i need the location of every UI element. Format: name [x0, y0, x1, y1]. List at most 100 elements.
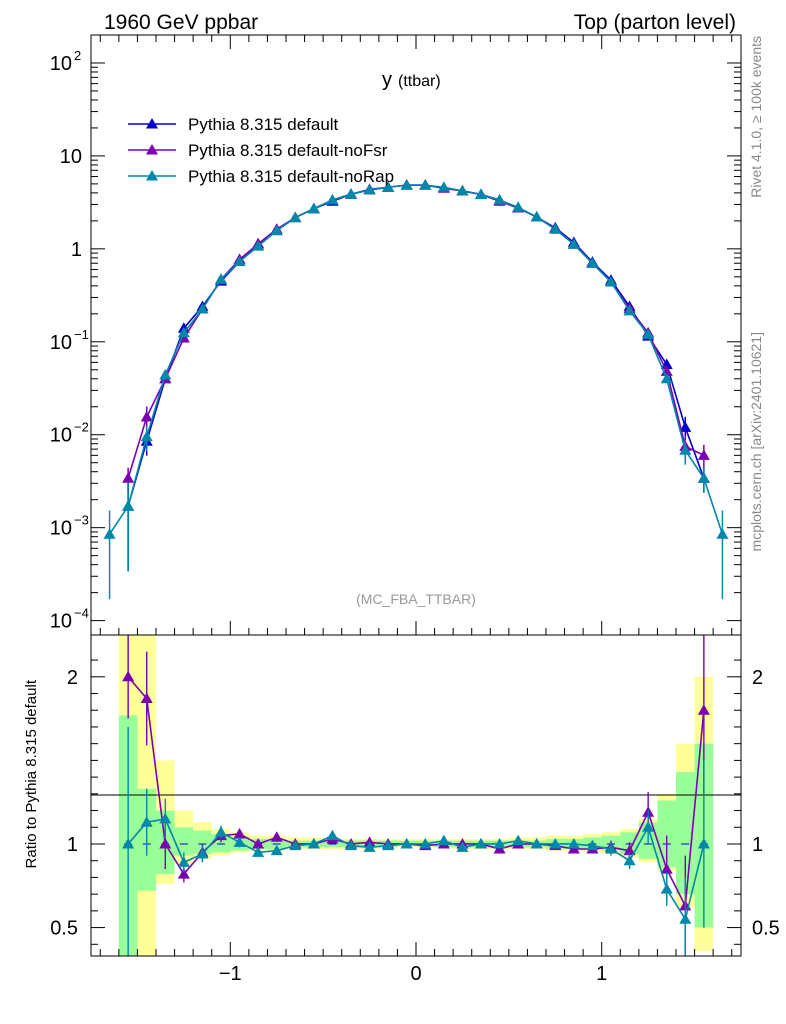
ratio-point-noRap: [623, 854, 636, 866]
ratio-y-tick-label: 1: [67, 834, 78, 856]
main-point-noRap: [289, 211, 302, 223]
main-point-noRap: [567, 238, 580, 249]
ratio-point-noRap: [437, 834, 450, 846]
ratio-point-noRap: [549, 837, 562, 849]
ratio-point-noRap: [196, 848, 209, 859]
ratio-point-noRap: [215, 826, 227, 837]
main-point-noRap: [270, 224, 283, 236]
ratio-point-noRap: [382, 839, 395, 851]
ratio-point-noFsr: [697, 704, 710, 715]
main-point-noRap: [177, 326, 190, 338]
main-point-noFsr: [122, 472, 135, 483]
x-tick-label: 0: [410, 963, 421, 985]
plot-title: y: [382, 69, 392, 91]
ratio-point-noRap: [363, 841, 376, 852]
ratio-y-tick-label-right: 2: [752, 667, 763, 689]
header-right: Top (parton level): [574, 11, 736, 34]
ratio-panel: 0.5 0.5 1 1 2 2 −1 0 1 Ratio to Pythia 8.315 de…: [23, 35, 780, 985]
y-tick-label: 10: [50, 332, 72, 354]
main-point-noRap: [382, 181, 395, 192]
ratio-point-noFsr: [252, 837, 265, 849]
main-point-noRap: [623, 304, 636, 316]
y-tick-exponent: −4: [74, 606, 89, 621]
main-point-noRap: [326, 194, 339, 205]
legend: Pythia 8.315 default Pythia 8.315 default…: [128, 115, 394, 186]
main-point-noRap: [512, 201, 525, 212]
ratio-band-green: [174, 827, 194, 856]
ratio-point-noRap: [140, 816, 153, 827]
ratio-point-noFsr: [270, 831, 283, 842]
ratio-point-noRap: [159, 812, 172, 824]
ratio-point-noFsr: [122, 670, 135, 682]
main-point-noFsr: [140, 411, 153, 422]
ratio-point-noRap: [586, 839, 599, 851]
analysis-watermark: (MC_FBA_TTBAR): [356, 591, 476, 607]
y-tick-exponent: 2: [74, 48, 81, 63]
ratio-point-noRap: [475, 837, 487, 849]
ratio-point-noRap: [400, 837, 413, 849]
header-left: 1960 GeV ppbar: [104, 11, 258, 34]
ratio-point-noRap: [270, 844, 283, 856]
main-point-noRap: [233, 255, 246, 267]
legend-marker: [146, 118, 158, 129]
ratio-y-axis-label: Ratio to Pythia 8.315 default: [23, 679, 40, 868]
ratio-point-noRap: [289, 839, 302, 851]
main-point-noRap: [642, 328, 655, 339]
x-ticks: −1 0 1: [99, 35, 733, 985]
main-point-noRap: [122, 500, 135, 511]
ratio-point-noRap: [326, 829, 339, 841]
ratio-point-noRap: [122, 837, 135, 849]
ratio-point-noFsr: [660, 863, 673, 874]
main-point-noRap: [159, 368, 172, 380]
ratio-point-noFsr: [140, 692, 153, 704]
main-point-noRap: [345, 188, 357, 199]
ratio-y-ticks: 0.5 0.5 1 1 2 2: [50, 659, 780, 945]
ratio-point-noRap: [307, 837, 320, 849]
main-point-noRap: [363, 183, 376, 195]
ratio-point-noRap: [697, 837, 710, 849]
ratio-series-layer: [122, 635, 710, 956]
ratio-point-noRap: [660, 883, 673, 894]
ratio-band-green: [657, 800, 676, 868]
main-point-noRap: [215, 273, 227, 284]
ratio-bands: [118, 635, 714, 956]
ratio-point-noRap: [679, 913, 692, 924]
main-point-noRap: [586, 257, 599, 268]
main-point-noRap: [716, 528, 729, 539]
ratio-point-noRap: [642, 821, 655, 832]
ratio-point-noRap: [530, 837, 543, 849]
y-tick-exponent: −3: [74, 513, 89, 528]
main-point-noRap: [307, 202, 320, 214]
main-point-noFsr: [697, 449, 710, 460]
ratio-point-noRap: [252, 846, 265, 857]
main-point-noRap: [697, 472, 710, 483]
legend-label: Pythia 8.315 default: [188, 115, 339, 134]
main-point-noRap: [605, 275, 617, 287]
main-point-noRap: [679, 444, 692, 455]
main-point-noRap: [475, 188, 487, 199]
y-tick-label: 10: [50, 425, 72, 447]
ratio-y-tick-label-right: 1: [752, 834, 763, 856]
main-point-noRap: [437, 181, 450, 192]
y-tick-label: 10: [60, 146, 82, 168]
y-tick-label: 10: [50, 611, 72, 633]
y-tick-label: 1: [71, 239, 82, 261]
main-point-default: [679, 421, 692, 432]
ratio-y-tick-label: 0.5: [50, 918, 78, 940]
main-point-noRap: [252, 240, 265, 251]
ratio-y-tick-label-right: 0.5: [752, 918, 780, 940]
ratio-point-noFsr: [177, 868, 190, 879]
rivet-label: Rivet 4.1.0, ≥ 100k events: [748, 36, 764, 198]
ratio-point-noRap: [233, 836, 246, 847]
main-series-line-noRap: [108, 184, 724, 535]
mcplots-label: mcplots.cern.ch [arXiv:2401.10621]: [748, 332, 764, 551]
ratio-point-noRap: [567, 837, 580, 849]
main-point-noRap: [419, 179, 432, 190]
main-point-noRap: [493, 194, 506, 205]
y-tick-exponent: −1: [74, 327, 89, 342]
main-series-line-default: [127, 184, 705, 507]
y-tick-label: 10: [50, 518, 72, 540]
legend-label: Pythia 8.315 default-noFsr: [188, 141, 388, 160]
